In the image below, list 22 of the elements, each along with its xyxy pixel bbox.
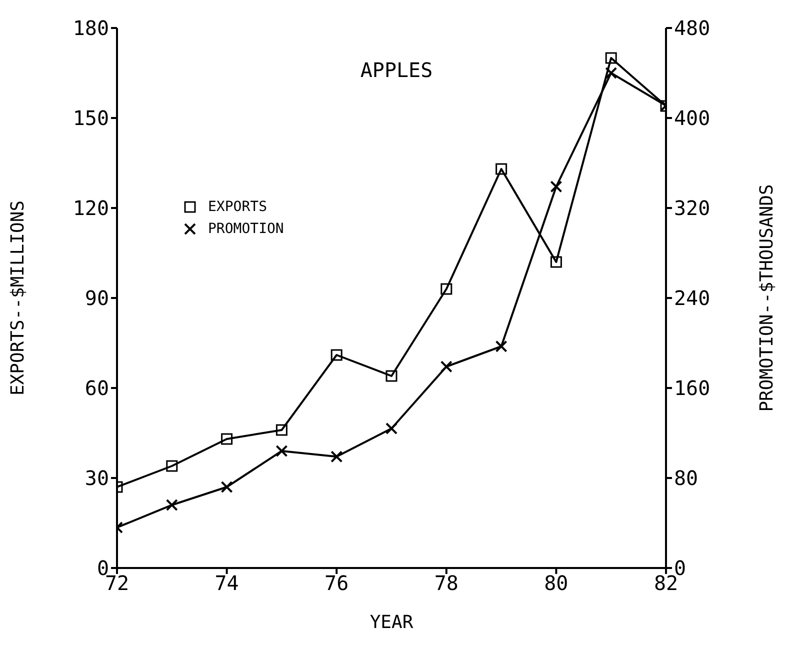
y2-tick-label: 480 <box>674 16 710 40</box>
y2-tick-label: 400 <box>674 106 710 130</box>
y2-axis-title: PROMOTION--$THOUSANDS <box>756 184 778 412</box>
x-tick-label: 76 <box>324 571 349 596</box>
y-tick-label: 150 <box>72 106 109 130</box>
y2-tick-label: 160 <box>674 376 710 400</box>
legend-label: EXPORTS <box>208 199 268 215</box>
x-tick-label: 78 <box>434 571 458 596</box>
y2-tick-label: 240 <box>674 286 710 310</box>
text: APPLES <box>359 58 434 82</box>
legend-label: PROMOTION <box>208 221 284 237</box>
y2-tick-label: 320 <box>674 196 710 220</box>
y-axis-title: EXPORTS--$MILLIONS <box>7 200 28 396</box>
y-tick-label: 90 <box>84 286 109 310</box>
x-tick-label: 74 <box>214 571 239 596</box>
x-tick-label: 80 <box>544 571 568 596</box>
x-axis-title: YEAR <box>370 612 414 633</box>
y-tick-label: 120 <box>72 196 109 220</box>
y-tick-label: 60 <box>84 376 109 400</box>
y-tick-label: 30 <box>84 466 109 490</box>
y-tick-label: 180 <box>72 16 109 40</box>
y2-tick-label: 80 <box>674 466 698 490</box>
